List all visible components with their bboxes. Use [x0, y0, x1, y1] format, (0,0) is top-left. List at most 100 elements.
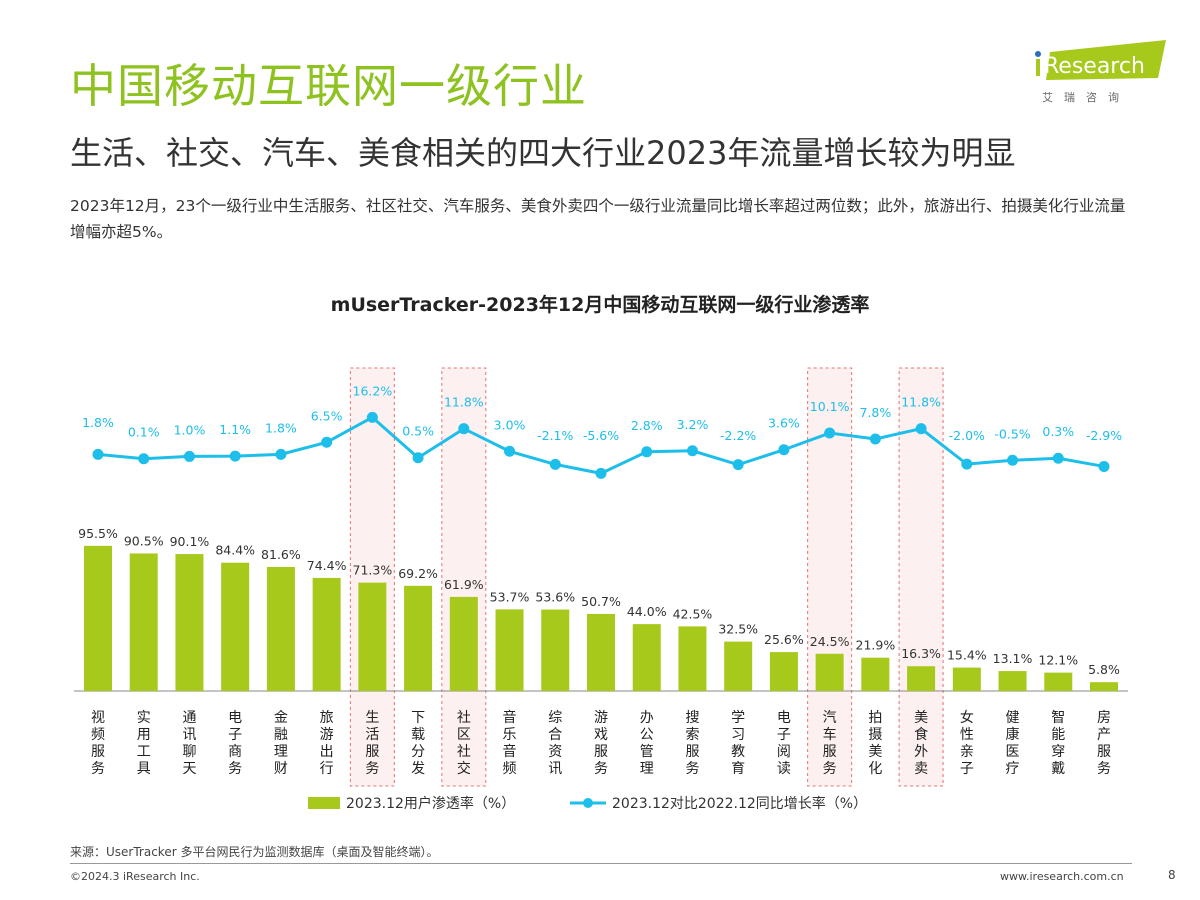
- category-label: 服: [823, 744, 837, 760]
- category-label: 电: [777, 710, 791, 726]
- category-label: 戏: [594, 727, 608, 743]
- category-label: 行: [320, 761, 334, 777]
- line-point: [92, 448, 104, 460]
- line-label: 10.1%: [810, 399, 850, 414]
- category-label: 务: [365, 761, 379, 777]
- line-point: [138, 453, 150, 465]
- page-number: 8: [1168, 868, 1176, 882]
- footer-divider: [70, 863, 1132, 864]
- line-label: -0.5%: [994, 426, 1030, 441]
- bar-label: 24.5%: [810, 634, 850, 649]
- line-point: [1007, 454, 1019, 466]
- bar-label: 5.8%: [1088, 662, 1120, 677]
- line-point: [458, 423, 470, 435]
- bar-label: 15.4%: [947, 648, 987, 663]
- line-label: 7.8%: [859, 405, 891, 420]
- legend-label-bar: 2023.12用户渗透率（%）: [346, 795, 515, 812]
- category-label: 资: [548, 744, 562, 760]
- category-label: 外: [914, 744, 928, 760]
- legend-label-line: 2023.12对比2022.12同比增长率（%）: [612, 795, 867, 812]
- line-point: [229, 450, 241, 462]
- bar: [541, 609, 570, 691]
- category-label: 通: [182, 710, 196, 726]
- line-point: [961, 458, 973, 470]
- category-label: 服: [91, 744, 105, 760]
- category-label: 服: [685, 744, 699, 760]
- highlight-box: [898, 367, 944, 787]
- category-label: 务: [228, 761, 242, 777]
- website-link[interactable]: www.iresearch.com.cn: [1000, 870, 1124, 883]
- category-label: 产: [1097, 727, 1111, 743]
- legend: 2023.12用户渗透率（%） 2023.12对比2022.12同比增长率（%）: [308, 795, 867, 812]
- category-label: 实: [137, 710, 151, 726]
- category-label: 搜: [685, 710, 699, 726]
- line-label: -2.0%: [949, 428, 985, 443]
- bar: [769, 652, 798, 691]
- category-label: 游: [320, 727, 334, 743]
- category-label: 摄: [868, 727, 882, 743]
- line-point: [183, 450, 195, 462]
- category-label: 音: [503, 709, 517, 726]
- svg-text:艾瑞咨询: 艾瑞咨询: [1042, 90, 1130, 104]
- category-label: 服: [365, 744, 379, 760]
- line-label: 3.2%: [677, 417, 709, 432]
- line-label: 1.1%: [219, 422, 251, 437]
- line-label: 3.0%: [494, 417, 526, 432]
- page-subtitle: 生活、社交、汽车、美食相关的四大行业2023年流量增长较为明显: [70, 134, 1016, 172]
- bar: [678, 626, 707, 691]
- bar-label: 53.6%: [535, 590, 575, 605]
- category-label: 合: [548, 727, 562, 743]
- bar: [952, 667, 981, 691]
- category-label: 乐: [503, 727, 517, 743]
- category-label: 音: [503, 743, 517, 760]
- iresearch-logo: Research 艾瑞咨询: [1035, 40, 1166, 104]
- line-point: [869, 433, 881, 445]
- bar-label: 61.9%: [444, 577, 484, 592]
- copyright: ©2024.3 iResearch Inc.: [70, 870, 200, 883]
- line-point: [686, 445, 698, 457]
- line-label: -2.2%: [720, 428, 756, 443]
- category-label: 社: [457, 744, 471, 760]
- bar-label: 25.6%: [764, 632, 804, 647]
- category-label: 天: [182, 761, 196, 777]
- category-label: 商: [228, 744, 242, 760]
- category-label: 健: [1006, 710, 1020, 726]
- line-label: 3.6%: [768, 416, 800, 431]
- bar: [587, 613, 615, 691]
- page-title: 中国移动互联网一级行业: [70, 59, 587, 113]
- category-label: 子: [777, 727, 791, 743]
- category-label: 分: [411, 744, 425, 760]
- category-label: 学: [731, 710, 745, 726]
- legend-swatch-bar: [308, 797, 340, 809]
- line-label: 16.2%: [353, 383, 393, 398]
- category-label: 食: [914, 726, 928, 743]
- category-label: 子: [228, 727, 242, 743]
- category-label: 服: [594, 744, 608, 760]
- bar-label: 95.5%: [78, 526, 118, 541]
- chart-title: mUserTracker-2023年12月中国移动互联网一级行业渗透率: [330, 294, 870, 316]
- bar-label: 12.1%: [1038, 653, 1078, 668]
- bar: [449, 596, 478, 691]
- category-label: 具: [137, 761, 151, 777]
- category-label: 务: [685, 761, 699, 777]
- category-label: 教: [731, 744, 745, 760]
- category-label: 房: [1097, 710, 1111, 726]
- category-label: 管: [640, 744, 654, 760]
- category-label: 聊: [182, 744, 196, 760]
- category-label: 社: [457, 710, 471, 726]
- line-point: [732, 459, 744, 471]
- bar: [175, 554, 204, 691]
- bar-label: 32.5%: [718, 622, 758, 637]
- bar: [632, 624, 661, 691]
- category-label: 化: [868, 761, 882, 777]
- line-point: [1098, 460, 1110, 472]
- bar: [1090, 682, 1118, 691]
- category-label: 医: [1006, 744, 1020, 760]
- bar-label: 13.1%: [993, 651, 1033, 666]
- legend-marker: [583, 798, 593, 808]
- category-label: 电: [228, 710, 242, 726]
- line-point: [915, 423, 927, 435]
- category-label: 务: [594, 761, 608, 777]
- line-point: [1052, 452, 1064, 464]
